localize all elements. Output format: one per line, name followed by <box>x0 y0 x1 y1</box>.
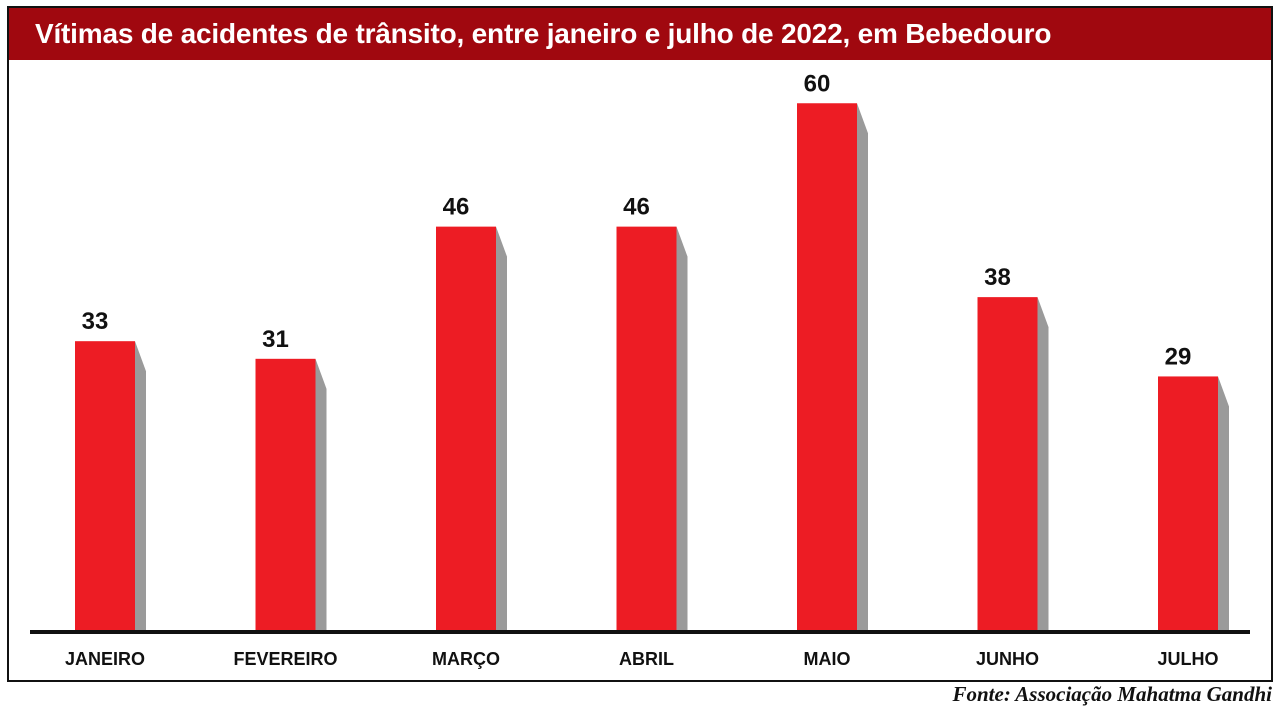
category-label: JUNHO <box>976 649 1039 669</box>
bar-shadow <box>676 226 688 632</box>
category-label: FEVEREIRO <box>233 649 337 669</box>
category-label: JANEIRO <box>65 649 145 669</box>
bar-shadow <box>315 358 327 632</box>
bar-value-label: 60 <box>804 70 831 97</box>
bar-shadow <box>857 103 868 632</box>
category-label: JULHO <box>1157 649 1218 669</box>
bar-value-label: 38 <box>984 264 1011 291</box>
bar <box>255 358 316 632</box>
source-note: Fonte: Associação Mahatma Gandhi <box>952 682 1272 706</box>
bar-value-label: 29 <box>1165 343 1192 370</box>
bar <box>436 226 496 632</box>
chart-title: Vítimas de acidentes de trânsito, entre … <box>35 18 1052 49</box>
category-label: MARÇO <box>432 649 500 669</box>
bar <box>977 297 1038 632</box>
bar-value-label: 33 <box>82 308 109 335</box>
bar <box>75 341 135 632</box>
category-label: MAIO <box>804 649 851 669</box>
title-bar: Vítimas de acidentes de trânsito, entre … <box>9 8 1271 60</box>
bar-value-label: 31 <box>262 326 289 353</box>
bar <box>797 103 857 632</box>
category-label: ABRIL <box>619 649 674 669</box>
bar <box>1158 376 1218 632</box>
bar-value-label: 46 <box>623 194 650 221</box>
bar-value-label: 46 <box>443 194 470 221</box>
bar-shadow <box>1037 297 1049 632</box>
bar-shadow <box>135 341 146 632</box>
bar <box>616 226 677 632</box>
bar-shadow <box>1218 376 1229 632</box>
bar-shadow <box>496 226 507 632</box>
